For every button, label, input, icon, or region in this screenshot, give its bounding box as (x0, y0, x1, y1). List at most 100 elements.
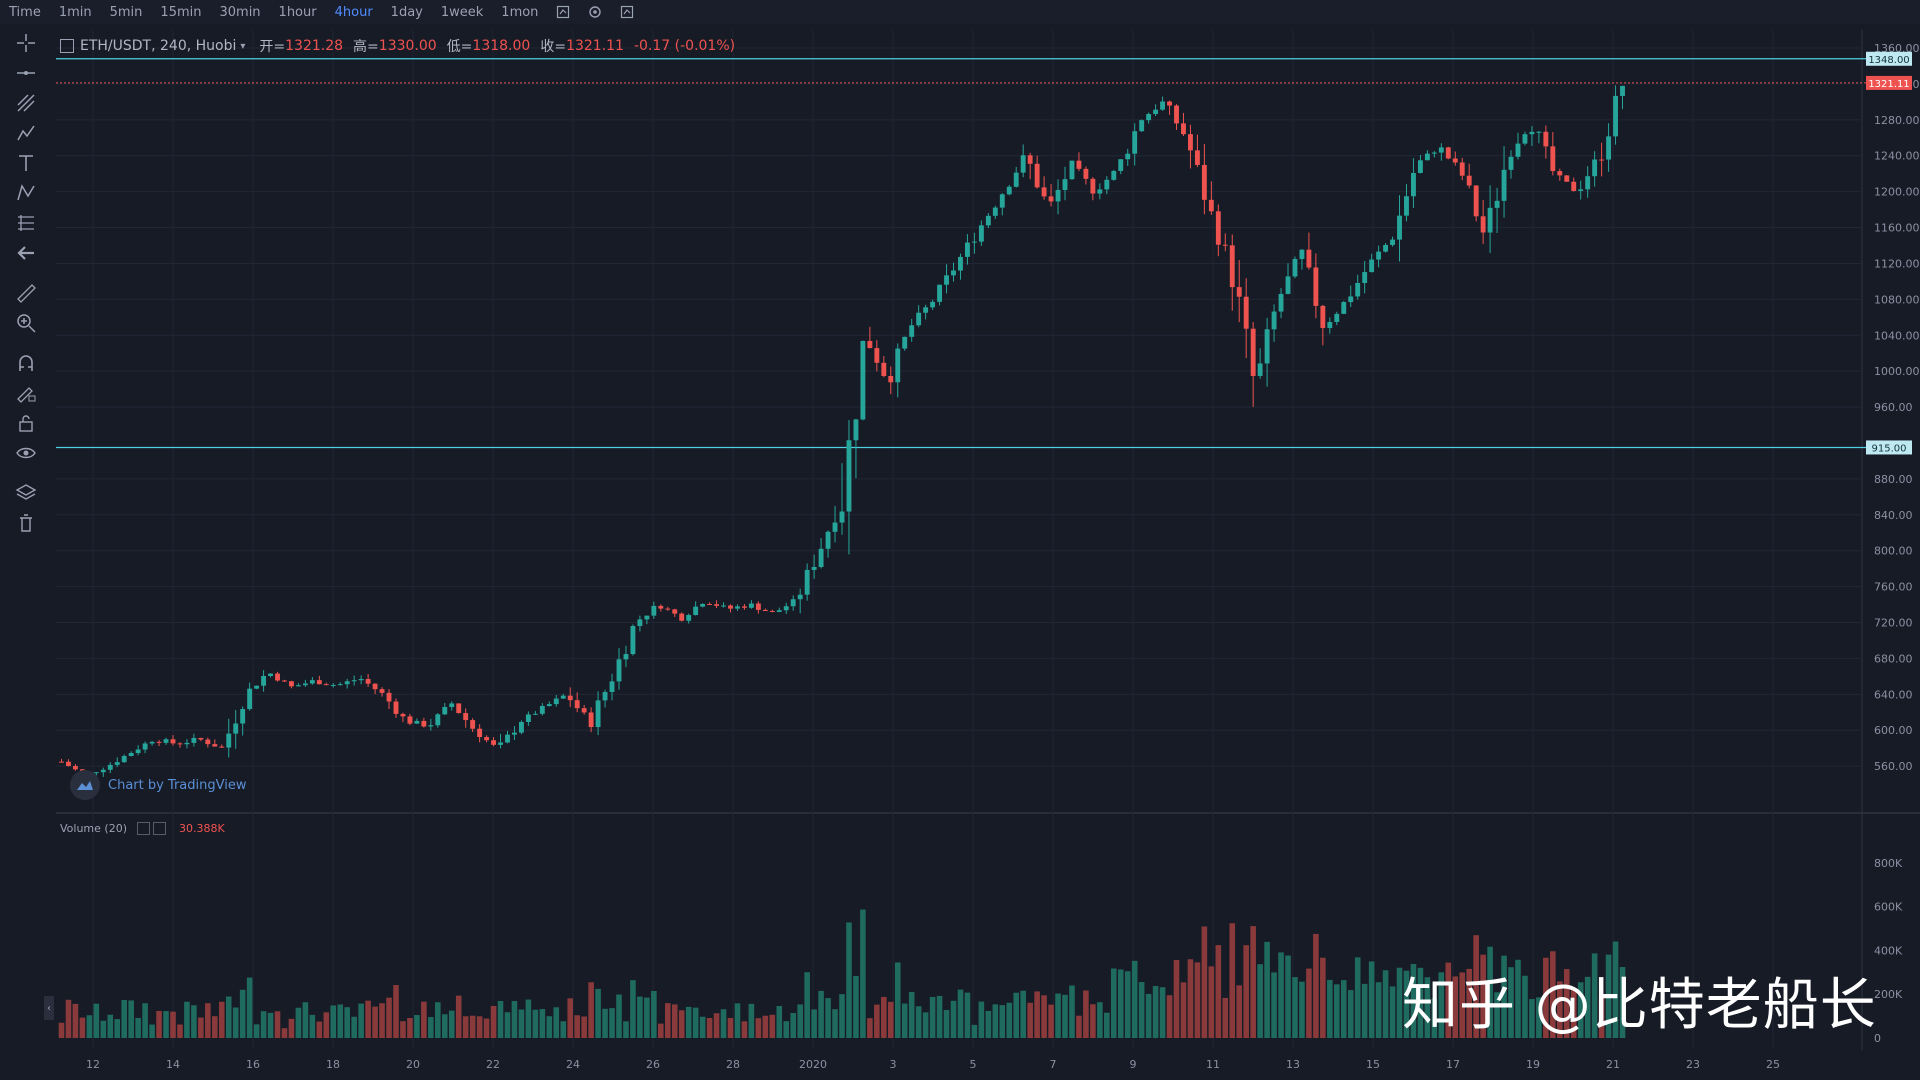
volume-close-icon[interactable] (153, 822, 166, 835)
volume-bar (929, 996, 936, 1038)
lock-drawing-icon[interactable] (13, 380, 39, 406)
timeframe-1hour[interactable]: 1hour (278, 4, 317, 20)
volume-bar (1403, 970, 1410, 1038)
candle-body (149, 741, 155, 744)
volume-bar (260, 1011, 267, 1038)
volume-bar (1131, 960, 1138, 1038)
timeframe-time[interactable]: Time (9, 4, 41, 20)
fullscreen-icon[interactable] (619, 5, 635, 19)
horizontal-line-icon[interactable] (13, 60, 39, 86)
timeframe-15min[interactable]: 15min (160, 4, 202, 20)
symbol-title[interactable]: ETH/USDT, 240, Huobi (80, 38, 237, 54)
hline-price-label: 1348.00 (1868, 55, 1909, 66)
volume-bar (58, 1022, 65, 1038)
candle-body (184, 742, 190, 745)
tradingview-logo[interactable]: Chart by TradingView (70, 770, 246, 800)
unlock-icon[interactable] (13, 410, 39, 436)
volume-bar (811, 1009, 817, 1038)
volume-bar (128, 1000, 134, 1038)
price-axis[interactable]: 1360.001320.001280.001240.001200.001160.… (1874, 42, 1920, 773)
candle-body (498, 742, 503, 745)
candle-body (121, 756, 127, 763)
legend-toggle-icon[interactable] (60, 39, 74, 53)
ruler-icon[interactable] (13, 280, 39, 306)
timeframe-1mon[interactable]: 1mon (501, 4, 539, 20)
symbol-dropdown-icon[interactable]: ▾ (240, 40, 246, 52)
candle-body (1229, 245, 1235, 288)
timeframe-1day[interactable]: 1day (390, 4, 423, 20)
candle-body (477, 728, 483, 738)
timeframe-30min[interactable]: 30min (219, 4, 261, 20)
candle-body (302, 683, 308, 686)
candle-body (623, 654, 629, 660)
timeframe-1min[interactable]: 1min (58, 4, 92, 20)
candle-body (1076, 160, 1082, 169)
collapse-toolbar-button[interactable]: ‹ (44, 996, 54, 1020)
candle-body (212, 744, 218, 747)
low-label: 低= (446, 39, 473, 55)
volume-settings-icon[interactable] (137, 822, 150, 835)
candle-body (1139, 120, 1145, 132)
timeframe-4hour[interactable]: 4hour (334, 4, 373, 20)
arrow-left-icon[interactable] (13, 240, 39, 266)
candle-body (1090, 178, 1096, 194)
volume-bar (874, 1004, 880, 1038)
candle-body (323, 684, 329, 686)
volume-bar (149, 1024, 155, 1038)
volume-bar (511, 1000, 518, 1038)
fib-icon[interactable] (13, 210, 39, 236)
candle-body (985, 215, 991, 226)
volume-bar (1494, 992, 1500, 1038)
volume-bar (351, 1016, 357, 1038)
pattern-icon[interactable] (13, 180, 39, 206)
candle-body (581, 708, 587, 713)
magnet-icon[interactable] (13, 350, 39, 376)
timeframe-5min[interactable]: 5min (109, 4, 143, 20)
trend-lines-icon[interactable] (13, 90, 39, 116)
zoom-in-icon[interactable] (13, 310, 39, 336)
crosshair-icon[interactable] (13, 30, 39, 56)
candle-body (177, 743, 183, 745)
time-tick-label: 12 (86, 1058, 100, 1071)
price-labels: 1348.00 915.00 1321.11 (1866, 51, 1912, 455)
volume-bar (1180, 982, 1187, 1038)
candle-body (100, 769, 106, 773)
volume-bar (706, 1018, 713, 1038)
brush-icon[interactable] (13, 120, 39, 146)
candle-body (449, 703, 455, 708)
candle-body (867, 340, 873, 349)
price-tick-label: 680.00 (1874, 652, 1913, 665)
volume-tick-label: 600K (1874, 901, 1903, 914)
volume-bar (1034, 991, 1040, 1038)
volume-bar (532, 1009, 539, 1038)
volume-bar (65, 999, 72, 1038)
candle-body (386, 692, 392, 702)
indicator-icon[interactable] (555, 5, 571, 19)
volume-bar (1006, 1002, 1013, 1038)
eye-icon[interactable] (13, 440, 39, 466)
settings-icon[interactable] (587, 5, 603, 19)
candle-body (1174, 105, 1179, 124)
candle-body (769, 611, 775, 613)
hline-price-label: 915.00 (1872, 443, 1907, 454)
volume-bar (365, 1000, 371, 1038)
candle-body (1473, 185, 1479, 217)
volume-bar (246, 977, 253, 1038)
volume-bar (1438, 972, 1445, 1038)
volume-bar (1124, 971, 1131, 1038)
volume-bar (846, 922, 852, 1038)
volume-bar (1487, 946, 1493, 1038)
volume-label[interactable]: Volume (20) (60, 822, 127, 835)
candle-body (1508, 156, 1514, 170)
volume-bar (623, 1021, 629, 1038)
volume-bar (804, 972, 810, 1038)
timeframe-1week[interactable]: 1week (440, 4, 484, 20)
text-icon[interactable] (13, 150, 39, 176)
candle-body (609, 681, 615, 692)
volume-bar (358, 1003, 364, 1038)
trash-icon[interactable] (13, 510, 39, 536)
time-axis[interactable]: 12 14 16 18 20 22 24 26 28 2020 3 5 7 9 11 13 15 17 19 21 23… (86, 1058, 1780, 1071)
layers-icon[interactable] (13, 480, 39, 506)
candle-body (937, 284, 943, 302)
